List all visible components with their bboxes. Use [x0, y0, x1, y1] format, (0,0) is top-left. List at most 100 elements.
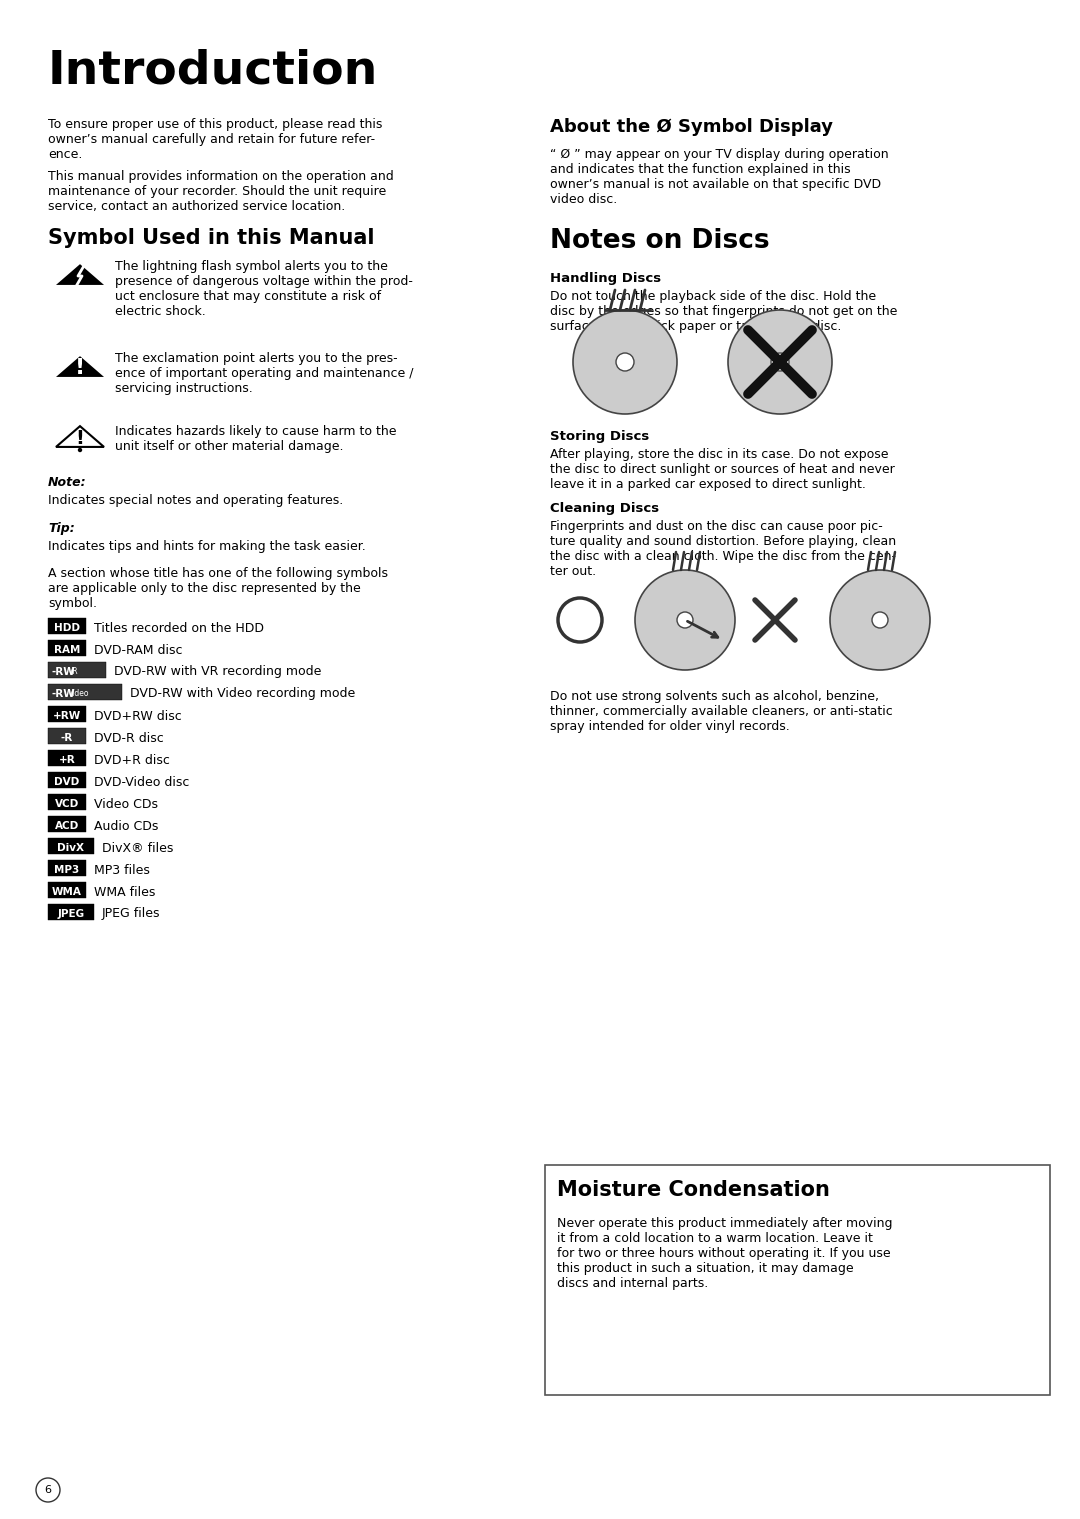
- Text: DivX: DivX: [57, 843, 84, 854]
- Text: discs and internal parts.: discs and internal parts.: [557, 1277, 708, 1290]
- Circle shape: [78, 380, 82, 383]
- Text: leave it in a parked car exposed to direct sunlight.: leave it in a parked car exposed to dire…: [550, 478, 866, 491]
- Text: DVD-R disc: DVD-R disc: [94, 732, 164, 744]
- Text: +R: +R: [58, 755, 76, 766]
- Text: JPEG files: JPEG files: [102, 907, 161, 921]
- Text: VCD: VCD: [55, 799, 79, 810]
- FancyBboxPatch shape: [48, 883, 86, 898]
- Text: ture quality and sound distortion. Before playing, clean: ture quality and sound distortion. Befor…: [550, 535, 896, 548]
- Text: surface. Never stick paper or tape on the disc.: surface. Never stick paper or tape on th…: [550, 321, 841, 333]
- FancyBboxPatch shape: [48, 816, 86, 832]
- Text: The exclamation point alerts you to the pres-: The exclamation point alerts you to the …: [114, 352, 397, 365]
- Text: Symbol Used in this Manual: Symbol Used in this Manual: [48, 228, 375, 248]
- Text: owner’s manual is not available on that specific DVD: owner’s manual is not available on that …: [550, 178, 881, 191]
- Text: A section whose title has one of the following symbols: A section whose title has one of the fol…: [48, 567, 388, 580]
- Text: maintenance of your recorder. Should the unit require: maintenance of your recorder. Should the…: [48, 185, 387, 197]
- Text: Introduction: Introduction: [48, 49, 378, 93]
- Text: symbol.: symbol.: [48, 597, 97, 611]
- Text: Titles recorded on the HDD: Titles recorded on the HDD: [94, 621, 264, 635]
- FancyBboxPatch shape: [48, 772, 86, 788]
- Circle shape: [872, 612, 888, 627]
- Circle shape: [677, 612, 693, 627]
- Text: spray intended for older vinyl records.: spray intended for older vinyl records.: [550, 720, 789, 734]
- Text: DVD-RW with Video recording mode: DVD-RW with Video recording mode: [130, 688, 355, 700]
- Text: ter out.: ter out.: [550, 565, 596, 579]
- Text: DVD+RW disc: DVD+RW disc: [94, 709, 181, 723]
- Text: WMA: WMA: [52, 887, 82, 898]
- Text: disc by the edges so that fingerprints do not get on the: disc by the edges so that fingerprints d…: [550, 305, 897, 317]
- Text: this product in such a situation, it may damage: this product in such a situation, it may…: [557, 1262, 853, 1274]
- Text: Do not use strong solvents such as alcohol, benzine,: Do not use strong solvents such as alcoh…: [550, 690, 879, 703]
- Text: DivX® files: DivX® files: [102, 842, 174, 855]
- FancyBboxPatch shape: [48, 750, 86, 766]
- Text: are applicable only to the disc represented by the: are applicable only to the disc represen…: [48, 582, 361, 595]
- Text: DVD-Video disc: DVD-Video disc: [94, 776, 189, 788]
- Text: -RW: -RW: [51, 690, 75, 699]
- FancyBboxPatch shape: [48, 794, 86, 810]
- Text: “ Ø ” may appear on your TV display during operation: “ Ø ” may appear on your TV display duri…: [550, 147, 889, 161]
- Text: MP3 files: MP3 files: [94, 863, 150, 876]
- Text: Moisture Condensation: Moisture Condensation: [557, 1180, 829, 1200]
- Text: RAM: RAM: [54, 646, 80, 655]
- Text: uct enclosure that may constitute a risk of: uct enclosure that may constitute a risk…: [114, 290, 381, 302]
- Polygon shape: [56, 264, 104, 286]
- Text: Notes on Discs: Notes on Discs: [550, 228, 770, 254]
- Text: Video: Video: [67, 690, 89, 699]
- Circle shape: [635, 570, 735, 670]
- Text: presence of dangerous voltage within the prod-: presence of dangerous voltage within the…: [114, 275, 413, 289]
- Text: DVD+R disc: DVD+R disc: [94, 753, 170, 767]
- Text: After playing, store the disc in its case. Do not expose: After playing, store the disc in its cas…: [550, 448, 889, 460]
- Text: unit itself or other material damage.: unit itself or other material damage.: [114, 441, 343, 453]
- Text: DVD-RAM disc: DVD-RAM disc: [94, 644, 183, 656]
- Text: ACD: ACD: [55, 820, 79, 831]
- Text: VR: VR: [67, 667, 78, 676]
- Text: and indicates that the function explained in this: and indicates that the function explaine…: [550, 163, 851, 176]
- Text: Audio CDs: Audio CDs: [94, 819, 159, 832]
- FancyBboxPatch shape: [48, 728, 86, 744]
- Text: ence.: ence.: [48, 147, 82, 161]
- Polygon shape: [56, 427, 104, 447]
- Text: Tip:: Tip:: [48, 523, 75, 535]
- Text: Fingerprints and dust on the disc can cause poor pic-: Fingerprints and dust on the disc can ca…: [550, 519, 882, 533]
- Text: owner’s manual carefully and retain for future refer-: owner’s manual carefully and retain for …: [48, 134, 375, 146]
- Text: -RW: -RW: [51, 667, 75, 677]
- FancyBboxPatch shape: [48, 904, 94, 921]
- Text: servicing instructions.: servicing instructions.: [114, 381, 253, 395]
- Text: !: !: [76, 428, 84, 448]
- Text: To ensure proper use of this product, please read this: To ensure proper use of this product, pl…: [48, 118, 382, 131]
- Circle shape: [79, 448, 81, 451]
- Text: the disc with a clean cloth. Wipe the disc from the cen-: the disc with a clean cloth. Wipe the di…: [550, 550, 896, 564]
- Text: thinner, commercially available cleaners, or anti-static: thinner, commercially available cleaners…: [550, 705, 893, 718]
- FancyBboxPatch shape: [48, 618, 86, 633]
- Text: the disc to direct sunlight or sources of heat and never: the disc to direct sunlight or sources o…: [550, 463, 894, 475]
- FancyBboxPatch shape: [48, 662, 106, 677]
- Circle shape: [728, 310, 832, 415]
- Text: Never operate this product immediately after moving: Never operate this product immediately a…: [557, 1217, 892, 1230]
- Text: Indicates tips and hints for making the task easier.: Indicates tips and hints for making the …: [48, 539, 366, 553]
- FancyBboxPatch shape: [48, 860, 86, 876]
- Text: ence of important operating and maintenance /: ence of important operating and maintena…: [114, 368, 414, 380]
- Text: 6: 6: [44, 1486, 52, 1495]
- Circle shape: [616, 352, 634, 371]
- FancyBboxPatch shape: [545, 1165, 1050, 1394]
- Text: WMA files: WMA files: [94, 886, 156, 899]
- Text: Video CDs: Video CDs: [94, 797, 158, 811]
- Text: Note:: Note:: [48, 475, 86, 489]
- Text: electric shock.: electric shock.: [114, 305, 206, 317]
- Text: JPEG: JPEG: [57, 908, 84, 919]
- Text: This manual provides information on the operation and: This manual provides information on the …: [48, 170, 394, 182]
- Polygon shape: [56, 355, 104, 377]
- Text: for two or three hours without operating it. If you use: for two or three hours without operating…: [557, 1247, 891, 1259]
- Circle shape: [573, 310, 677, 415]
- FancyBboxPatch shape: [48, 684, 122, 700]
- Text: DVD-RW with VR recording mode: DVD-RW with VR recording mode: [114, 665, 322, 679]
- FancyBboxPatch shape: [48, 838, 94, 854]
- Text: it from a cold location to a warm location. Leave it: it from a cold location to a warm locati…: [557, 1232, 873, 1246]
- Circle shape: [771, 352, 789, 371]
- Circle shape: [831, 570, 930, 670]
- Text: Do not touch the playback side of the disc. Hold the: Do not touch the playback side of the di…: [550, 290, 876, 302]
- Text: HDD: HDD: [54, 623, 80, 633]
- Text: service, contact an authorized service location.: service, contact an authorized service l…: [48, 201, 346, 213]
- Text: About the Ø Symbol Display: About the Ø Symbol Display: [550, 118, 833, 137]
- Text: MP3: MP3: [54, 864, 80, 875]
